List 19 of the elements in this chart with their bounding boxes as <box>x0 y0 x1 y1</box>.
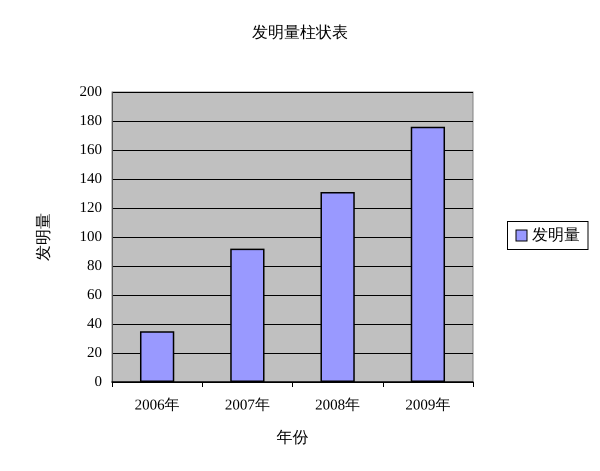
y-tick-label: 200 <box>80 84 102 100</box>
y-tick-label: 140 <box>80 171 102 187</box>
y-tick-label: 20 <box>87 345 102 361</box>
x-tick-label: 2006年 <box>134 396 180 414</box>
y-tick-label: 60 <box>87 287 102 303</box>
y-tick-label: 100 <box>80 229 102 245</box>
x-tick-label: 2008年 <box>315 396 360 414</box>
y-tick-label: 40 <box>87 316 102 332</box>
y-tick-label: 160 <box>80 142 102 158</box>
y-tick-label: 120 <box>80 200 102 216</box>
legend-label: 发明量 <box>532 227 580 244</box>
chart-title: 发明量柱状表 <box>252 24 348 42</box>
x-tick-label: 2007年 <box>224 396 270 414</box>
x-axis-title: 年份 <box>276 430 308 446</box>
y-tick-label: 0 <box>94 374 102 390</box>
y-axis-title: 发明量 <box>36 213 52 261</box>
y-tick-label: 180 <box>80 113 102 129</box>
y-tick-label: 80 <box>87 258 102 274</box>
x-tick-label: 2009年 <box>405 396 450 414</box>
